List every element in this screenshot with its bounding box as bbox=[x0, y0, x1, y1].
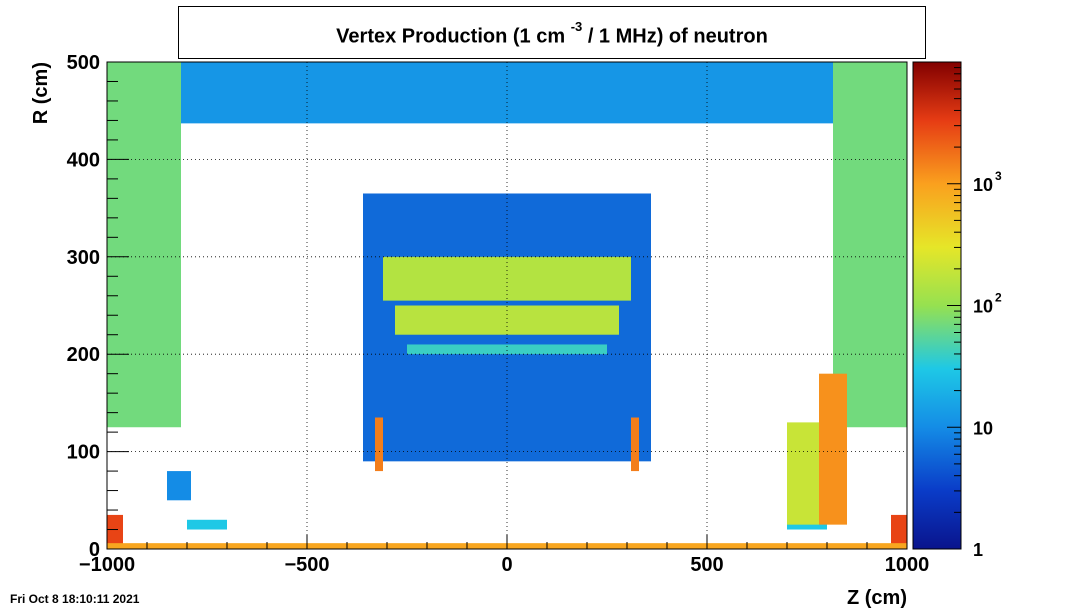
x-tick-label-1: −500 bbox=[284, 554, 329, 576]
heatmap-region-10 bbox=[819, 373, 847, 525]
x-tick-label-2: 0 bbox=[501, 554, 512, 576]
y-axis-label: R (cm) bbox=[30, 62, 52, 124]
plot-area bbox=[107, 62, 907, 549]
heatmap-region-7 bbox=[187, 519, 227, 530]
y-tick-label-3: 300 bbox=[67, 247, 100, 269]
heatmap-region-1 bbox=[107, 62, 181, 428]
title-prefix: Vertex Production (1 cm bbox=[336, 25, 566, 48]
y-tick-label-4: 400 bbox=[67, 149, 100, 171]
colorbar-tick-label-1: 10 bbox=[973, 418, 993, 438]
heatmap-region-15 bbox=[631, 417, 639, 472]
colorbar-tick-label-0: 1 bbox=[973, 540, 983, 560]
x-tick-label-0: −1000 bbox=[79, 554, 135, 576]
axes: −1000 −500 0 500 1000 0 100 200 300 400 500 bbox=[67, 52, 930, 576]
colorbar-tick-label-2: 10 bbox=[973, 297, 993, 317]
heatmap-region-2 bbox=[833, 62, 907, 428]
title-box: Vertex Production (1 cm -3 / 1 MHz) of n… bbox=[178, 6, 926, 59]
heatmap-region-14 bbox=[375, 417, 383, 472]
heatmap-region-13 bbox=[167, 471, 191, 501]
grid-lines bbox=[107, 62, 907, 549]
x-tick-label-4: 1000 bbox=[885, 554, 930, 576]
colorbar-tick-label-3: 10 bbox=[973, 175, 993, 195]
x-tick-label-3: 500 bbox=[690, 554, 723, 576]
y-tick-label-2: 200 bbox=[67, 344, 100, 366]
heatmap-region-6 bbox=[407, 344, 607, 355]
chart-title: Vertex Production (1 cm -3 / 1 MHz) of n… bbox=[179, 19, 925, 49]
title-suffix: / 1 MHz) of neutron bbox=[582, 25, 768, 48]
heatmap-region-0 bbox=[107, 62, 907, 124]
y-tick-label-1: 100 bbox=[67, 442, 100, 464]
y-tick-label-5: 500 bbox=[67, 52, 100, 74]
heatmap-region-9 bbox=[787, 422, 819, 525]
timestamp: Fri Oct 8 18:10:11 2021 bbox=[10, 592, 140, 606]
title-exponent: -3 bbox=[570, 19, 583, 34]
x-axis-label: Z (cm) bbox=[847, 587, 907, 609]
y-tick-label-0: 0 bbox=[89, 539, 100, 561]
heatmap-region-12 bbox=[891, 514, 907, 545]
colorbar-tick-exponent-3: 3 bbox=[995, 169, 1002, 183]
colorbar-tick-exponent-2: 2 bbox=[995, 291, 1002, 305]
